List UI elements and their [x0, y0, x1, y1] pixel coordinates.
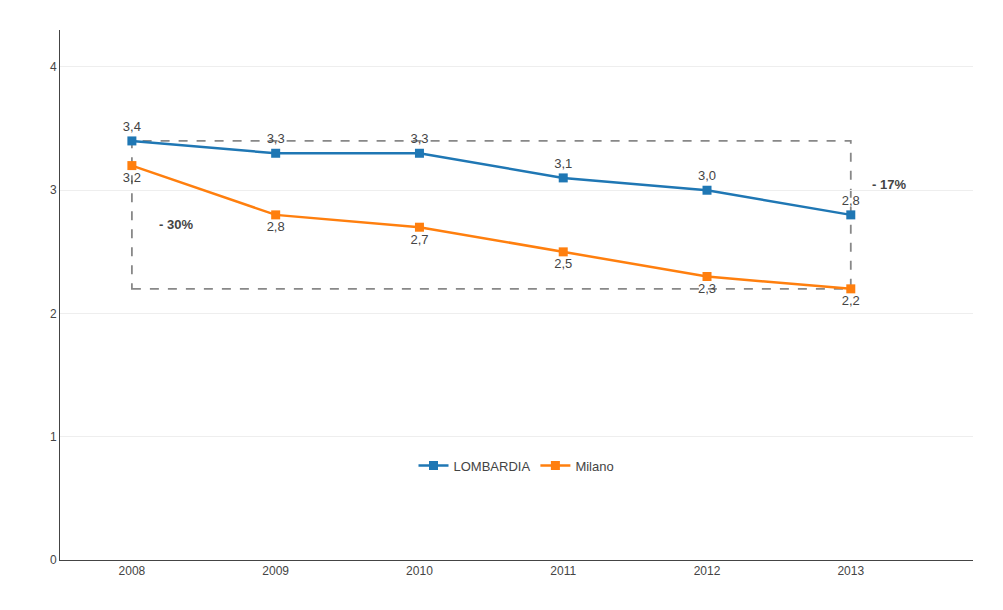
svg-text:3,1: 3,1 — [554, 156, 572, 171]
svg-text:3,3: 3,3 — [410, 131, 428, 146]
svg-text:2,7: 2,7 — [410, 232, 428, 247]
svg-text:2: 2 — [50, 307, 57, 321]
svg-text:4: 4 — [50, 60, 57, 74]
svg-text:2,3: 2,3 — [698, 281, 716, 296]
svg-text:0: 0 — [50, 553, 57, 567]
svg-text:2,2: 2,2 — [842, 293, 860, 308]
svg-text:2009: 2009 — [262, 564, 289, 578]
svg-text:Milano: Milano — [575, 459, 613, 474]
svg-text:- 17%: - 17% — [872, 177, 906, 192]
svg-text:2008: 2008 — [119, 564, 146, 578]
svg-text:LOMBARDIA: LOMBARDIA — [454, 459, 531, 474]
svg-text:2,8: 2,8 — [267, 219, 285, 234]
svg-text:2,8: 2,8 — [842, 193, 860, 208]
svg-text:2010: 2010 — [406, 564, 433, 578]
svg-text:3,4: 3,4 — [123, 119, 141, 134]
svg-text:3,3: 3,3 — [267, 131, 285, 146]
svg-text:2,5: 2,5 — [554, 256, 572, 271]
svg-text:3,2: 3,2 — [123, 170, 141, 185]
svg-text:2011: 2011 — [550, 564, 576, 578]
svg-text:- 30%: - 30% — [159, 217, 193, 232]
svg-text:2013: 2013 — [837, 564, 864, 578]
svg-text:1: 1 — [50, 430, 57, 444]
svg-text:3: 3 — [50, 183, 57, 197]
svg-text:3,0: 3,0 — [698, 168, 716, 183]
svg-text:2012: 2012 — [694, 564, 721, 578]
